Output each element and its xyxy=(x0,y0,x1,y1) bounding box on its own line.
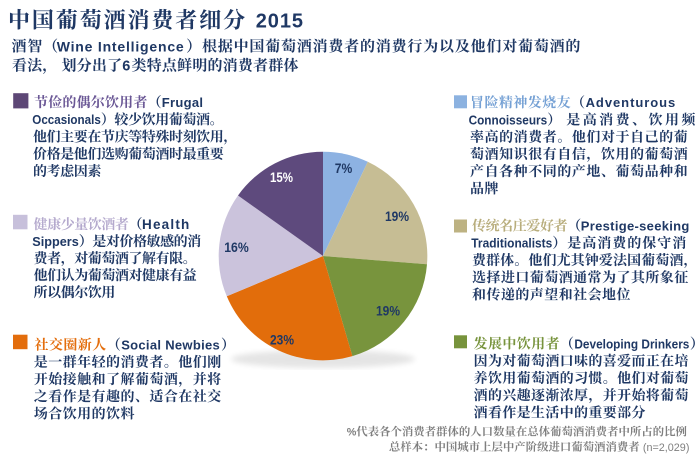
svg-text:19%: 19% xyxy=(385,209,409,224)
svg-text:Traditionalists: Traditionalists xyxy=(471,236,552,251)
svg-text:Connoisseurs: Connoisseurs xyxy=(469,112,548,127)
svg-text:Occasionals: Occasionals xyxy=(32,112,101,127)
svg-text:Developing Drinkers: Developing Drinkers xyxy=(574,337,689,351)
svg-text:Health: Health xyxy=(142,217,190,232)
svg-text:%: % xyxy=(347,427,357,439)
svg-text:Adventurous: Adventurous xyxy=(586,95,677,110)
svg-text:Frugal: Frugal xyxy=(162,95,204,110)
svg-text:19%: 19% xyxy=(376,304,400,319)
svg-text:7%: 7% xyxy=(335,161,353,176)
svg-text:15%: 15% xyxy=(270,170,293,185)
svg-text:6: 6 xyxy=(122,59,130,75)
svg-text:Wine Intelligence: Wine Intelligence xyxy=(57,38,185,54)
svg-text:16%: 16% xyxy=(224,240,249,255)
svg-text:(n=2,029): (n=2,029) xyxy=(643,442,690,454)
svg-text:Prestige-seeking: Prestige-seeking xyxy=(581,219,690,234)
svg-text:2015: 2015 xyxy=(256,11,304,33)
svg-text:Social Newbies: Social Newbies xyxy=(121,338,220,353)
svg-text:Sippers: Sippers xyxy=(32,234,79,249)
svg-text:23%: 23% xyxy=(270,332,294,347)
